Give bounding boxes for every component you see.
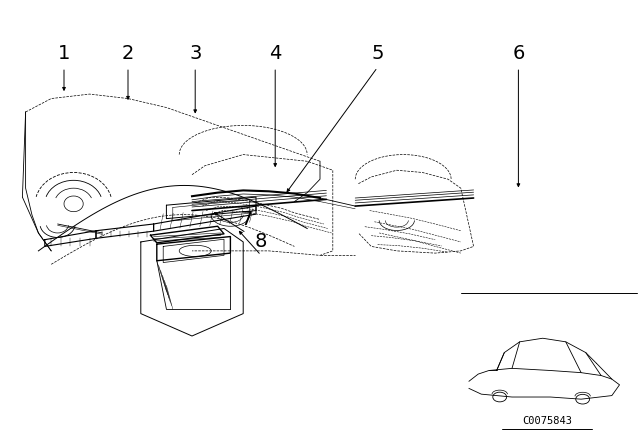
Text: 4: 4 (269, 44, 282, 63)
Text: 6: 6 (512, 44, 525, 63)
Text: 7: 7 (240, 210, 253, 229)
Text: 1: 1 (58, 44, 70, 63)
Text: 2: 2 (122, 44, 134, 63)
Text: 5: 5 (371, 44, 384, 63)
Text: 8: 8 (255, 233, 268, 251)
Text: C0075843: C0075843 (522, 416, 572, 426)
Text: 3: 3 (189, 44, 202, 63)
